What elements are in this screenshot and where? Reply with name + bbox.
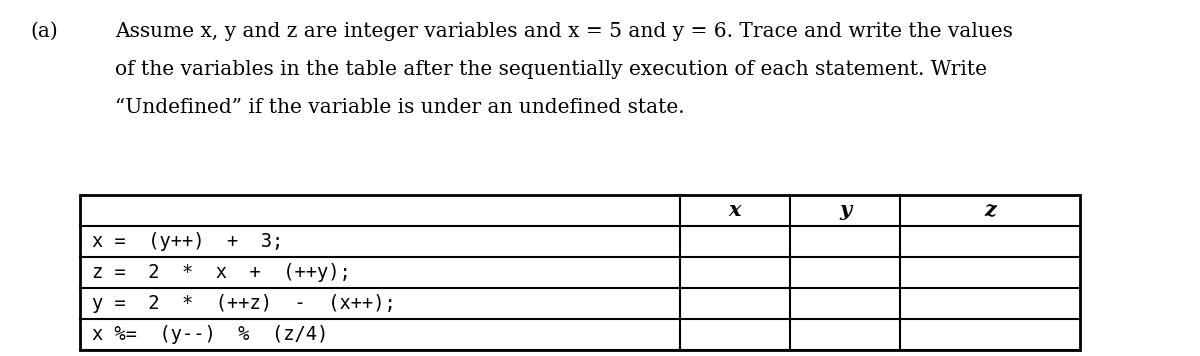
Text: “Undefined” if the variable is under an undefined state.: “Undefined” if the variable is under an … xyxy=(115,98,685,117)
Text: (a): (a) xyxy=(30,22,58,41)
Text: of the variables in the table after the sequentially execution of each statement: of the variables in the table after the … xyxy=(115,60,986,79)
Text: y =  2  *  (++z)  -  (x++);: y = 2 * (++z) - (x++); xyxy=(92,294,396,313)
Bar xyxy=(80,195,1080,350)
Text: y: y xyxy=(839,200,851,220)
Text: z: z xyxy=(984,200,996,220)
Text: z =  2  *  x  +  (++y);: z = 2 * x + (++y); xyxy=(92,263,350,282)
Text: Assume x, y and z are integer variables and x = 5 and y = 6. Trace and write the: Assume x, y and z are integer variables … xyxy=(115,22,1013,41)
Text: x =  (y++)  +  3;: x = (y++) + 3; xyxy=(92,232,283,251)
Text: x: x xyxy=(728,200,742,220)
Text: x %=  (y--)  %  (z/4): x %= (y--) % (z/4) xyxy=(92,325,329,344)
